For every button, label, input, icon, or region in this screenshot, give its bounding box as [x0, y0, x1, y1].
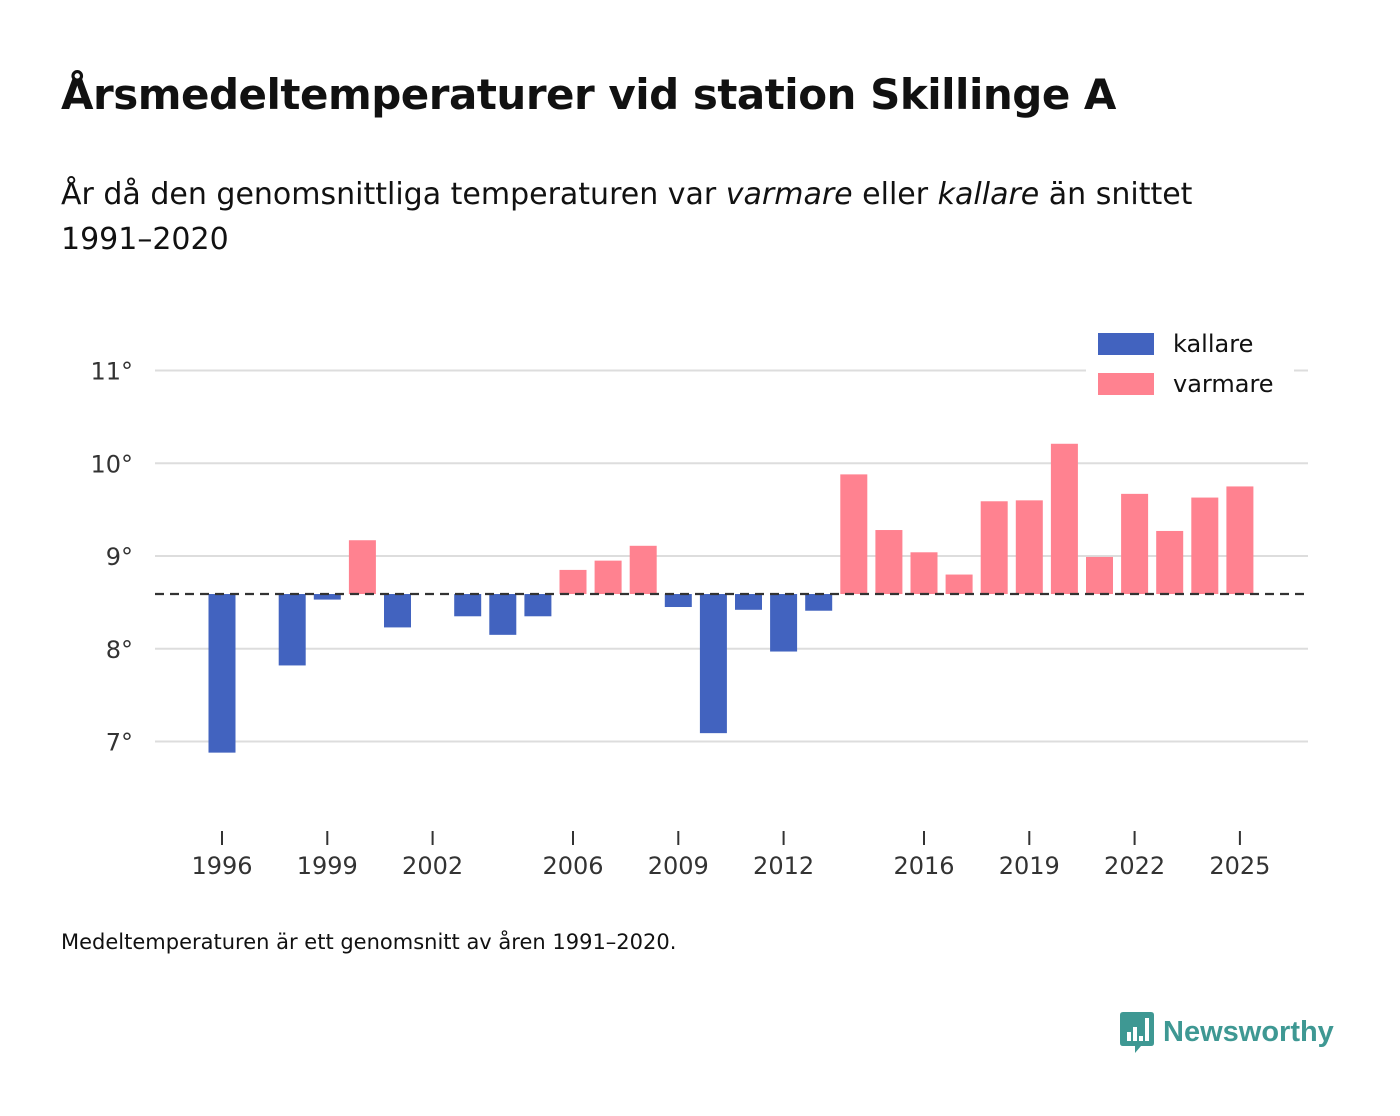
bar-2025 [1226, 486, 1254, 595]
x-tick-label-2019: 2019 [999, 852, 1060, 880]
bar-2009 [664, 594, 692, 608]
bar-2024 [1191, 497, 1219, 595]
bar-1996 [208, 594, 236, 753]
subtitle-text-2: eller [852, 177, 938, 212]
y-axis-labels: 7° 8° 9° 10° 11° [90, 358, 133, 757]
bar-2021 [1086, 556, 1113, 595]
bar-2011 [735, 594, 762, 610]
bar-2012 [770, 594, 798, 652]
bar-2017 [945, 574, 973, 595]
legend-swatch-cold [1098, 333, 1154, 355]
newsworthy-logo-icon [1120, 1012, 1154, 1053]
bar-2008 [629, 545, 657, 595]
x-tick-label-2022: 2022 [1104, 852, 1165, 880]
temperature-bar-chart: 7° 8° 9° 10° 11° 1996 1999 2002 2006 2009 2012 201… [90, 325, 1308, 880]
x-tick-label-2012: 2012 [753, 852, 814, 880]
newsworthy-brand: Newsworthy [1119, 1010, 1334, 1054]
y-tick-label-10: 10° [90, 450, 133, 478]
footnote: Medeltemperaturen är ett genomsnitt av å… [61, 930, 677, 954]
y-tick-label-9: 9° [106, 543, 133, 571]
x-tick-label-2002: 2002 [402, 852, 463, 880]
legend-label-warm: varmare [1173, 370, 1274, 398]
brand-name: Newsworthy [1163, 1015, 1334, 1048]
y-tick-label-11: 11° [90, 358, 133, 386]
x-tick-label-2006: 2006 [542, 852, 603, 880]
y-tick-label-8: 8° [106, 636, 133, 664]
x-tick-label-2025: 2025 [1209, 852, 1270, 880]
bar-2004 [489, 594, 517, 635]
subtitle-warm-word: varmare [725, 177, 853, 212]
x-tick-label-2016: 2016 [893, 852, 954, 880]
bar-2023 [1156, 530, 1184, 595]
bar-1998 [278, 594, 306, 666]
bar-2019 [1015, 500, 1043, 595]
bar-2005 [524, 594, 552, 617]
bar-1999 [313, 594, 341, 600]
bar-2003 [454, 594, 482, 617]
x-tick-label-1996: 1996 [191, 852, 252, 880]
chart-title: Årsmedeltemperaturer vid station Skillin… [61, 70, 1116, 119]
bar-2015 [875, 530, 903, 595]
bar-2020 [1050, 443, 1078, 595]
x-tick-label-1999: 1999 [297, 852, 358, 880]
subtitle-cold-word: kallare [937, 177, 1040, 212]
bar-2014 [840, 474, 868, 595]
bar-2000 [348, 540, 376, 595]
x-axis: 1996 1999 2002 2006 2009 2012 2016 2019 2022 2025 [191, 831, 1270, 880]
y-tick-label-7: 7° [106, 729, 133, 757]
legend-swatch-warm [1098, 373, 1154, 395]
bar-2022 [1121, 493, 1149, 595]
subtitle-text-1: År då den genomsnittliga temperaturen va… [61, 177, 726, 212]
bar-2018 [980, 501, 1008, 595]
x-tick-label-2009: 2009 [648, 852, 709, 880]
bar-2007 [594, 560, 622, 595]
bars [208, 443, 1254, 753]
chart-subtitle: År då den genomsnittliga temperaturen va… [61, 172, 1291, 262]
bar-2006 [559, 569, 587, 595]
bar-2001 [384, 594, 411, 628]
bar-2010 [699, 594, 727, 734]
legend-label-cold: kallare [1173, 330, 1253, 358]
bar-2016 [910, 552, 938, 595]
legend: kallare varmare [1086, 325, 1294, 407]
bar-2013 [805, 594, 833, 611]
subtitle-text-3: än snittet 1991–2020 [61, 177, 1193, 257]
